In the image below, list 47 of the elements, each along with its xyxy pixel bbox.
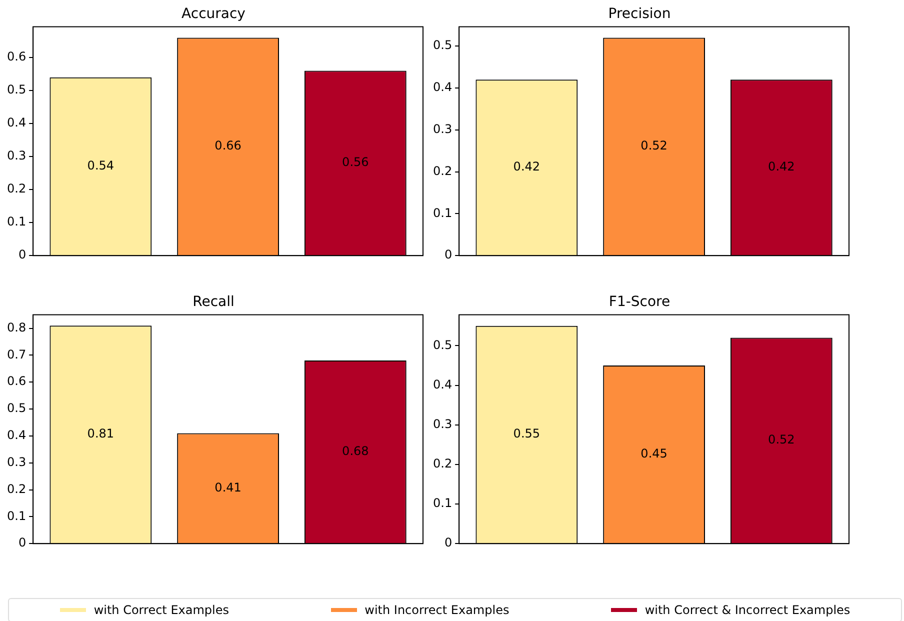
y-tick-label: 0.4 bbox=[6, 116, 26, 130]
y-tick-label: 0.4 bbox=[432, 80, 452, 94]
data-label: 0.56 bbox=[342, 155, 369, 170]
y-tick-label: 0.1 bbox=[6, 508, 26, 523]
y-tick-label: 0.1 bbox=[6, 214, 26, 229]
y-tick-label: 0 bbox=[444, 248, 452, 262]
y-tick-label: 0.8 bbox=[6, 320, 26, 334]
y-tick-label: 0.6 bbox=[6, 50, 26, 64]
y-tick-label: 0.4 bbox=[432, 377, 452, 392]
y-tick-label: 0.1 bbox=[432, 496, 452, 510]
data-label: 0.66 bbox=[214, 138, 242, 153]
y-tick-label: 0.2 bbox=[432, 456, 452, 471]
data-label: 0.68 bbox=[342, 444, 369, 458]
y-tick-label: 0 bbox=[18, 536, 26, 550]
data-label: 0.45 bbox=[640, 446, 668, 460]
legend-label: with Correct & Incorrect Examples bbox=[644, 603, 850, 617]
y-tick-label: 0.2 bbox=[6, 482, 26, 496]
data-label: 0.41 bbox=[214, 480, 242, 494]
data-label: 0.55 bbox=[513, 426, 540, 441]
chart-title: F1-Score bbox=[608, 294, 670, 310]
y-tick-label: 0.5 bbox=[432, 38, 452, 52]
chart-title: Precision bbox=[608, 6, 671, 22]
y-tick-label: 0.4 bbox=[6, 428, 26, 442]
y-tick-label: 0 bbox=[18, 248, 26, 262]
y-tick-label: 0.3 bbox=[432, 416, 452, 431]
y-tick-label: 0.6 bbox=[6, 374, 26, 388]
chart-title: Recall bbox=[192, 294, 234, 310]
y-tick-label: 0.7 bbox=[6, 347, 26, 362]
data-label: 0.52 bbox=[768, 432, 795, 447]
data-label: 0.52 bbox=[640, 138, 668, 153]
y-tick-label: 0 bbox=[444, 536, 452, 550]
y-tick-label: 0.3 bbox=[6, 454, 26, 469]
y-tick-label: 0.1 bbox=[432, 206, 452, 220]
data-label: 0.54 bbox=[87, 158, 114, 172]
data-label: 0.42 bbox=[768, 159, 795, 174]
y-tick-label: 0.5 bbox=[432, 338, 452, 352]
y-tick-label: 0.2 bbox=[432, 164, 452, 178]
chart-title: Accuracy bbox=[182, 6, 246, 22]
y-tick-label: 0.5 bbox=[6, 401, 26, 416]
data-label: 0.42 bbox=[513, 159, 540, 174]
y-tick-label: 0.3 bbox=[6, 148, 26, 163]
legend-label: with Incorrect Examples bbox=[364, 603, 510, 617]
y-tick-label: 0.2 bbox=[6, 182, 26, 196]
data-label: 0.81 bbox=[87, 426, 114, 440]
y-tick-label: 0.5 bbox=[6, 82, 26, 97]
legend-label: with Correct Examples bbox=[94, 603, 230, 617]
y-tick-label: 0.3 bbox=[432, 122, 452, 136]
